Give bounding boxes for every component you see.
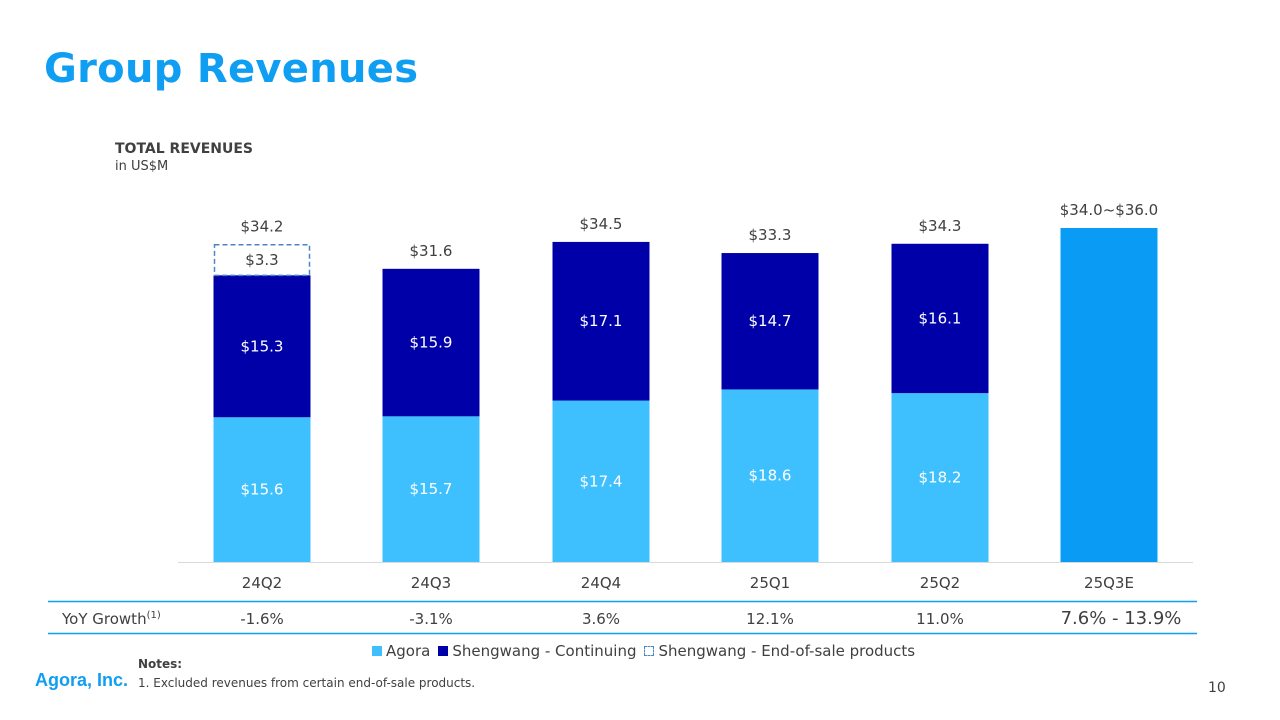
x-tick-label-25Q3E: 25Q3E — [1084, 574, 1134, 592]
data-label-agora-25Q2: $18.2 — [919, 469, 962, 487]
data-label-agora-25Q1: $18.6 — [749, 467, 792, 485]
legend-swatch-shengwang-continuing — [438, 646, 449, 656]
bar-agora-25Q1 — [721, 389, 819, 562]
bar-agora-24Q2 — [213, 417, 311, 562]
x-tick-label-25Q2: 25Q2 — [920, 574, 960, 592]
data-label-shengwang-25Q2: $16.1 — [919, 309, 962, 327]
x-tick-label-24Q4: 24Q4 — [581, 574, 621, 592]
bar-estimate-25Q3E — [1060, 228, 1158, 562]
data-label-agora-24Q4: $17.4 — [580, 472, 623, 490]
bar-agora-24Q3 — [382, 416, 480, 562]
legend-label-agora: Agora — [386, 642, 431, 660]
data-label-agora-24Q3: $15.7 — [410, 480, 453, 498]
data-label-shengwang-24Q2: $15.3 — [241, 337, 284, 355]
data-label-shengwang-24Q4: $17.1 — [580, 312, 623, 330]
yoy-growth-25Q1: 12.1% — [746, 610, 794, 628]
yoy-footnote-ref: (1) — [146, 610, 161, 621]
legend-swatch-shengwang-end-of-sale — [644, 646, 655, 656]
yoy-growth-24Q4: 3.6% — [582, 610, 620, 628]
bar-shengwang-25Q1 — [721, 253, 819, 390]
yoy-growth-24Q2: -1.6% — [240, 610, 284, 628]
page-title: Group Revenues — [44, 46, 419, 92]
legend-label-shengwang-end-of-sale: Shengwang - End-of-sale products — [658, 642, 916, 660]
data-label-shengwang-25Q1: $14.7 — [749, 312, 792, 330]
page-number: 10 — [1208, 680, 1226, 696]
x-tick-label-24Q2: 24Q2 — [242, 574, 282, 592]
chart-legend: Agora Shengwang - Continuing Shengwang -… — [372, 642, 917, 660]
legend-label-shengwang-continuing: Shengwang - Continuing — [452, 642, 637, 660]
data-label-agora-24Q2: $15.6 — [241, 481, 284, 499]
total-label-25Q1: $33.3 — [749, 226, 792, 244]
bar-shengwang-24Q2 — [213, 275, 311, 418]
legend-item-agora: Agora — [372, 642, 430, 660]
yoy-growth-label: YoY Growth(1) — [62, 610, 161, 628]
yoy-growth-24Q3: -3.1% — [409, 610, 453, 628]
legend-item-shengwang-end-of-sale: Shengwang - End-of-sale products — [644, 642, 915, 660]
legend-swatch-agora — [372, 646, 382, 656]
chart-title: TOTAL REVENUES — [115, 141, 254, 157]
total-label-24Q2: $34.2 — [241, 218, 284, 236]
bar-end-of-sale-24Q2 — [213, 243, 311, 277]
x-tick-label-25Q1: 25Q1 — [750, 574, 790, 592]
yoy-growth-25Q3E: 7.6% - 13.9% — [1061, 608, 1182, 629]
data-label-end-of-sale-24Q2: $3.3 — [245, 251, 278, 269]
total-label-25Q3E: $34.0~$36.0 — [1060, 201, 1158, 219]
company-logo-text: Agora, Inc. — [35, 670, 129, 690]
total-label-24Q3: $31.6 — [410, 242, 453, 260]
legend-item-shengwang-continuing: Shengwang - Continuing — [438, 642, 636, 660]
notes-heading: Notes: — [138, 657, 183, 671]
total-label-25Q2: $34.3 — [919, 217, 962, 235]
bar-shengwang-24Q4 — [552, 241, 650, 401]
x-tick-label-24Q3: 24Q3 — [411, 574, 451, 592]
bar-shengwang-24Q3 — [382, 268, 480, 417]
bar-shengwang-25Q2 — [891, 243, 989, 394]
bar-agora-24Q4 — [552, 400, 650, 562]
data-label-shengwang-24Q3: $15.9 — [410, 334, 453, 352]
yoy-growth-25Q2: 11.0% — [916, 610, 964, 628]
chart-subtitle: in US$M — [115, 159, 169, 174]
total-label-24Q4: $34.5 — [580, 215, 623, 233]
bar-agora-25Q2 — [891, 393, 989, 562]
note-item: 1. Excluded revenues from certain end-of… — [138, 676, 476, 690]
